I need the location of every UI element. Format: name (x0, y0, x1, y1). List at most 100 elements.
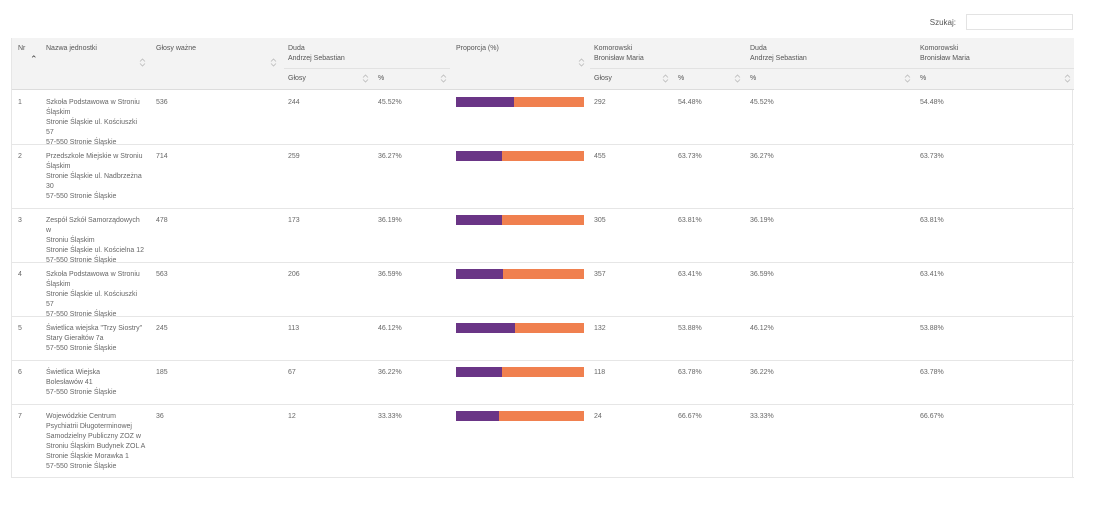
cell-nr: 3 (18, 217, 22, 224)
sort-asc-icon[interactable]: ⌃ (30, 54, 38, 64)
proportion-bar (456, 367, 584, 377)
cell-kom-pct: 63.81% (678, 217, 702, 224)
col-proportion[interactable]: Proporcja (%) (456, 45, 499, 52)
cell-valid-votes: 536 (156, 99, 168, 106)
table-row: 1 Szkoła Podstawowa w Stroniu Śląskim Str… (12, 90, 1074, 146)
cell-duda-pct-2: 46.12% (750, 325, 774, 332)
cell-unit-name: Szkoła Podstawowa w Stroniu Śląskim Stro… (46, 99, 140, 146)
cell-valid-votes: 36 (156, 413, 164, 420)
table-header: Nr ⌃ Nazwa jednostki Głosy ważne Duda An… (12, 38, 1074, 90)
proportion-bar (456, 151, 584, 161)
cell-duda-pct-2: 36.27% (750, 153, 774, 160)
cell-valid-votes: 714 (156, 153, 168, 160)
cell-kom-votes: 357 (594, 271, 606, 278)
cell-valid-votes: 185 (156, 369, 168, 376)
cell-nr: 5 (18, 325, 22, 332)
cell-kom-pct-2: 54.48% (920, 99, 944, 106)
search-label: Szukaj: (929, 17, 956, 27)
table-row: 2 Przedszkole Miejskie w Stroniu Śląskim … (12, 144, 1074, 209)
cell-kom-pct: 53.88% (678, 325, 702, 332)
duda-share-segment (456, 367, 503, 377)
cell-kom-votes: 455 (594, 153, 606, 160)
sub-duda2-pct[interactable]: % (750, 75, 757, 82)
sort-icon[interactable] (662, 74, 669, 83)
col-unit[interactable]: Nazwa jednostki (46, 45, 97, 52)
cell-kom-votes: 305 (594, 217, 606, 224)
cell-kom-pct: 63.41% (678, 271, 702, 278)
cell-duda-pct-2: 36.19% (750, 217, 774, 224)
cell-duda-pct: 36.27% (378, 153, 402, 160)
cell-valid-votes: 563 (156, 271, 168, 278)
cell-kom-pct-2: 63.78% (920, 369, 944, 376)
proportion-bar (456, 215, 584, 225)
table-row: 7 Wojewódzkie Centrum Psychiatrii Długote… (12, 404, 1074, 478)
sub-duda-votes[interactable]: Głosy (288, 75, 306, 82)
komorowski-share-segment (502, 269, 584, 279)
proportion-bar (456, 269, 584, 279)
duda-share-segment (456, 323, 516, 333)
cell-unit-name: Szkoła Podstawowa w Stroniu Śląskim Stro… (46, 271, 140, 318)
cell-nr: 2 (18, 153, 22, 160)
proportion-bar (456, 411, 584, 421)
col-komorowski: Komorowski Bronisław Maria (594, 45, 644, 62)
cell-kom-pct-2: 63.81% (920, 217, 944, 224)
divider (284, 68, 450, 69)
cell-duda-pct-2: 45.52% (750, 99, 774, 106)
table-row: 5 Świetlica wiejska "Trzy Siostry" Stary … (12, 316, 1074, 361)
komorowski-share-segment (502, 151, 584, 161)
cell-duda-pct-2: 36.59% (750, 271, 774, 278)
cell-duda-votes: 206 (288, 271, 300, 278)
cell-nr: 1 (18, 99, 22, 106)
sort-icon[interactable] (270, 58, 277, 67)
search-area: Szukaj: (930, 14, 1073, 30)
cell-duda-votes: 259 (288, 153, 300, 160)
sort-icon[interactable] (904, 74, 911, 83)
komorowski-share-segment (514, 97, 584, 107)
cell-kom-pct: 66.67% (678, 413, 702, 420)
table-row: 3 Zespół Szkół Samorządowych w Stroniu Śl… (12, 208, 1074, 264)
duda-share-segment (456, 215, 503, 225)
cell-duda-pct-2: 36.22% (750, 369, 774, 376)
proportion-bar (456, 323, 584, 333)
cell-kom-votes: 24 (594, 413, 602, 420)
cell-duda-pct: 36.59% (378, 271, 402, 278)
cell-duda-votes: 244 (288, 99, 300, 106)
cell-kom-pct-2: 66.67% (920, 413, 944, 420)
search-input[interactable] (966, 14, 1073, 30)
sort-icon[interactable] (1064, 74, 1071, 83)
sub-kom-votes[interactable]: Głosy (594, 75, 612, 82)
table-row: 6 Świetlica Wiejska Bolesławów 41 57-550 … (12, 360, 1074, 405)
cell-kom-votes: 118 (594, 369, 606, 376)
cell-kom-pct: 63.78% (678, 369, 702, 376)
komorowski-share-segment (502, 215, 584, 225)
sub-kom2-pct[interactable]: % (920, 75, 927, 82)
duda-share-segment (456, 151, 503, 161)
cell-nr: 7 (18, 413, 22, 420)
cell-duda-pct: 46.12% (378, 325, 402, 332)
sort-icon[interactable] (734, 74, 741, 83)
cell-nr: 6 (18, 369, 22, 376)
cell-unit-name: Świetlica wiejska "Trzy Siostry" Stary G… (46, 325, 143, 352)
sub-kom-pct[interactable]: % (678, 75, 685, 82)
col-duda: Duda Andrzej Sebastian (288, 45, 345, 62)
col-nr[interactable]: Nr (18, 45, 26, 52)
proportion-bar (456, 97, 584, 107)
sort-icon[interactable] (578, 58, 585, 67)
sort-icon[interactable] (362, 74, 369, 83)
duda-share-segment (456, 97, 515, 107)
cell-kom-pct-2: 53.88% (920, 325, 944, 332)
cell-duda-pct: 33.33% (378, 413, 402, 420)
cell-duda-pct: 45.52% (378, 99, 402, 106)
cell-duda-votes: 113 (288, 325, 300, 332)
cell-kom-votes: 292 (594, 99, 606, 106)
cell-kom-pct: 54.48% (678, 99, 702, 106)
sub-duda-pct[interactable]: % (378, 75, 385, 82)
komorowski-share-segment (498, 411, 584, 421)
col-valid[interactable]: Głosy ważne (156, 45, 197, 52)
cell-duda-votes: 67 (288, 369, 296, 376)
sort-icon[interactable] (440, 74, 447, 83)
cell-duda-votes: 173 (288, 217, 300, 224)
sort-icon[interactable] (139, 58, 146, 67)
col-komorowski-2: Komorowski Bronisław Maria (920, 45, 970, 62)
komorowski-share-segment (502, 367, 584, 377)
